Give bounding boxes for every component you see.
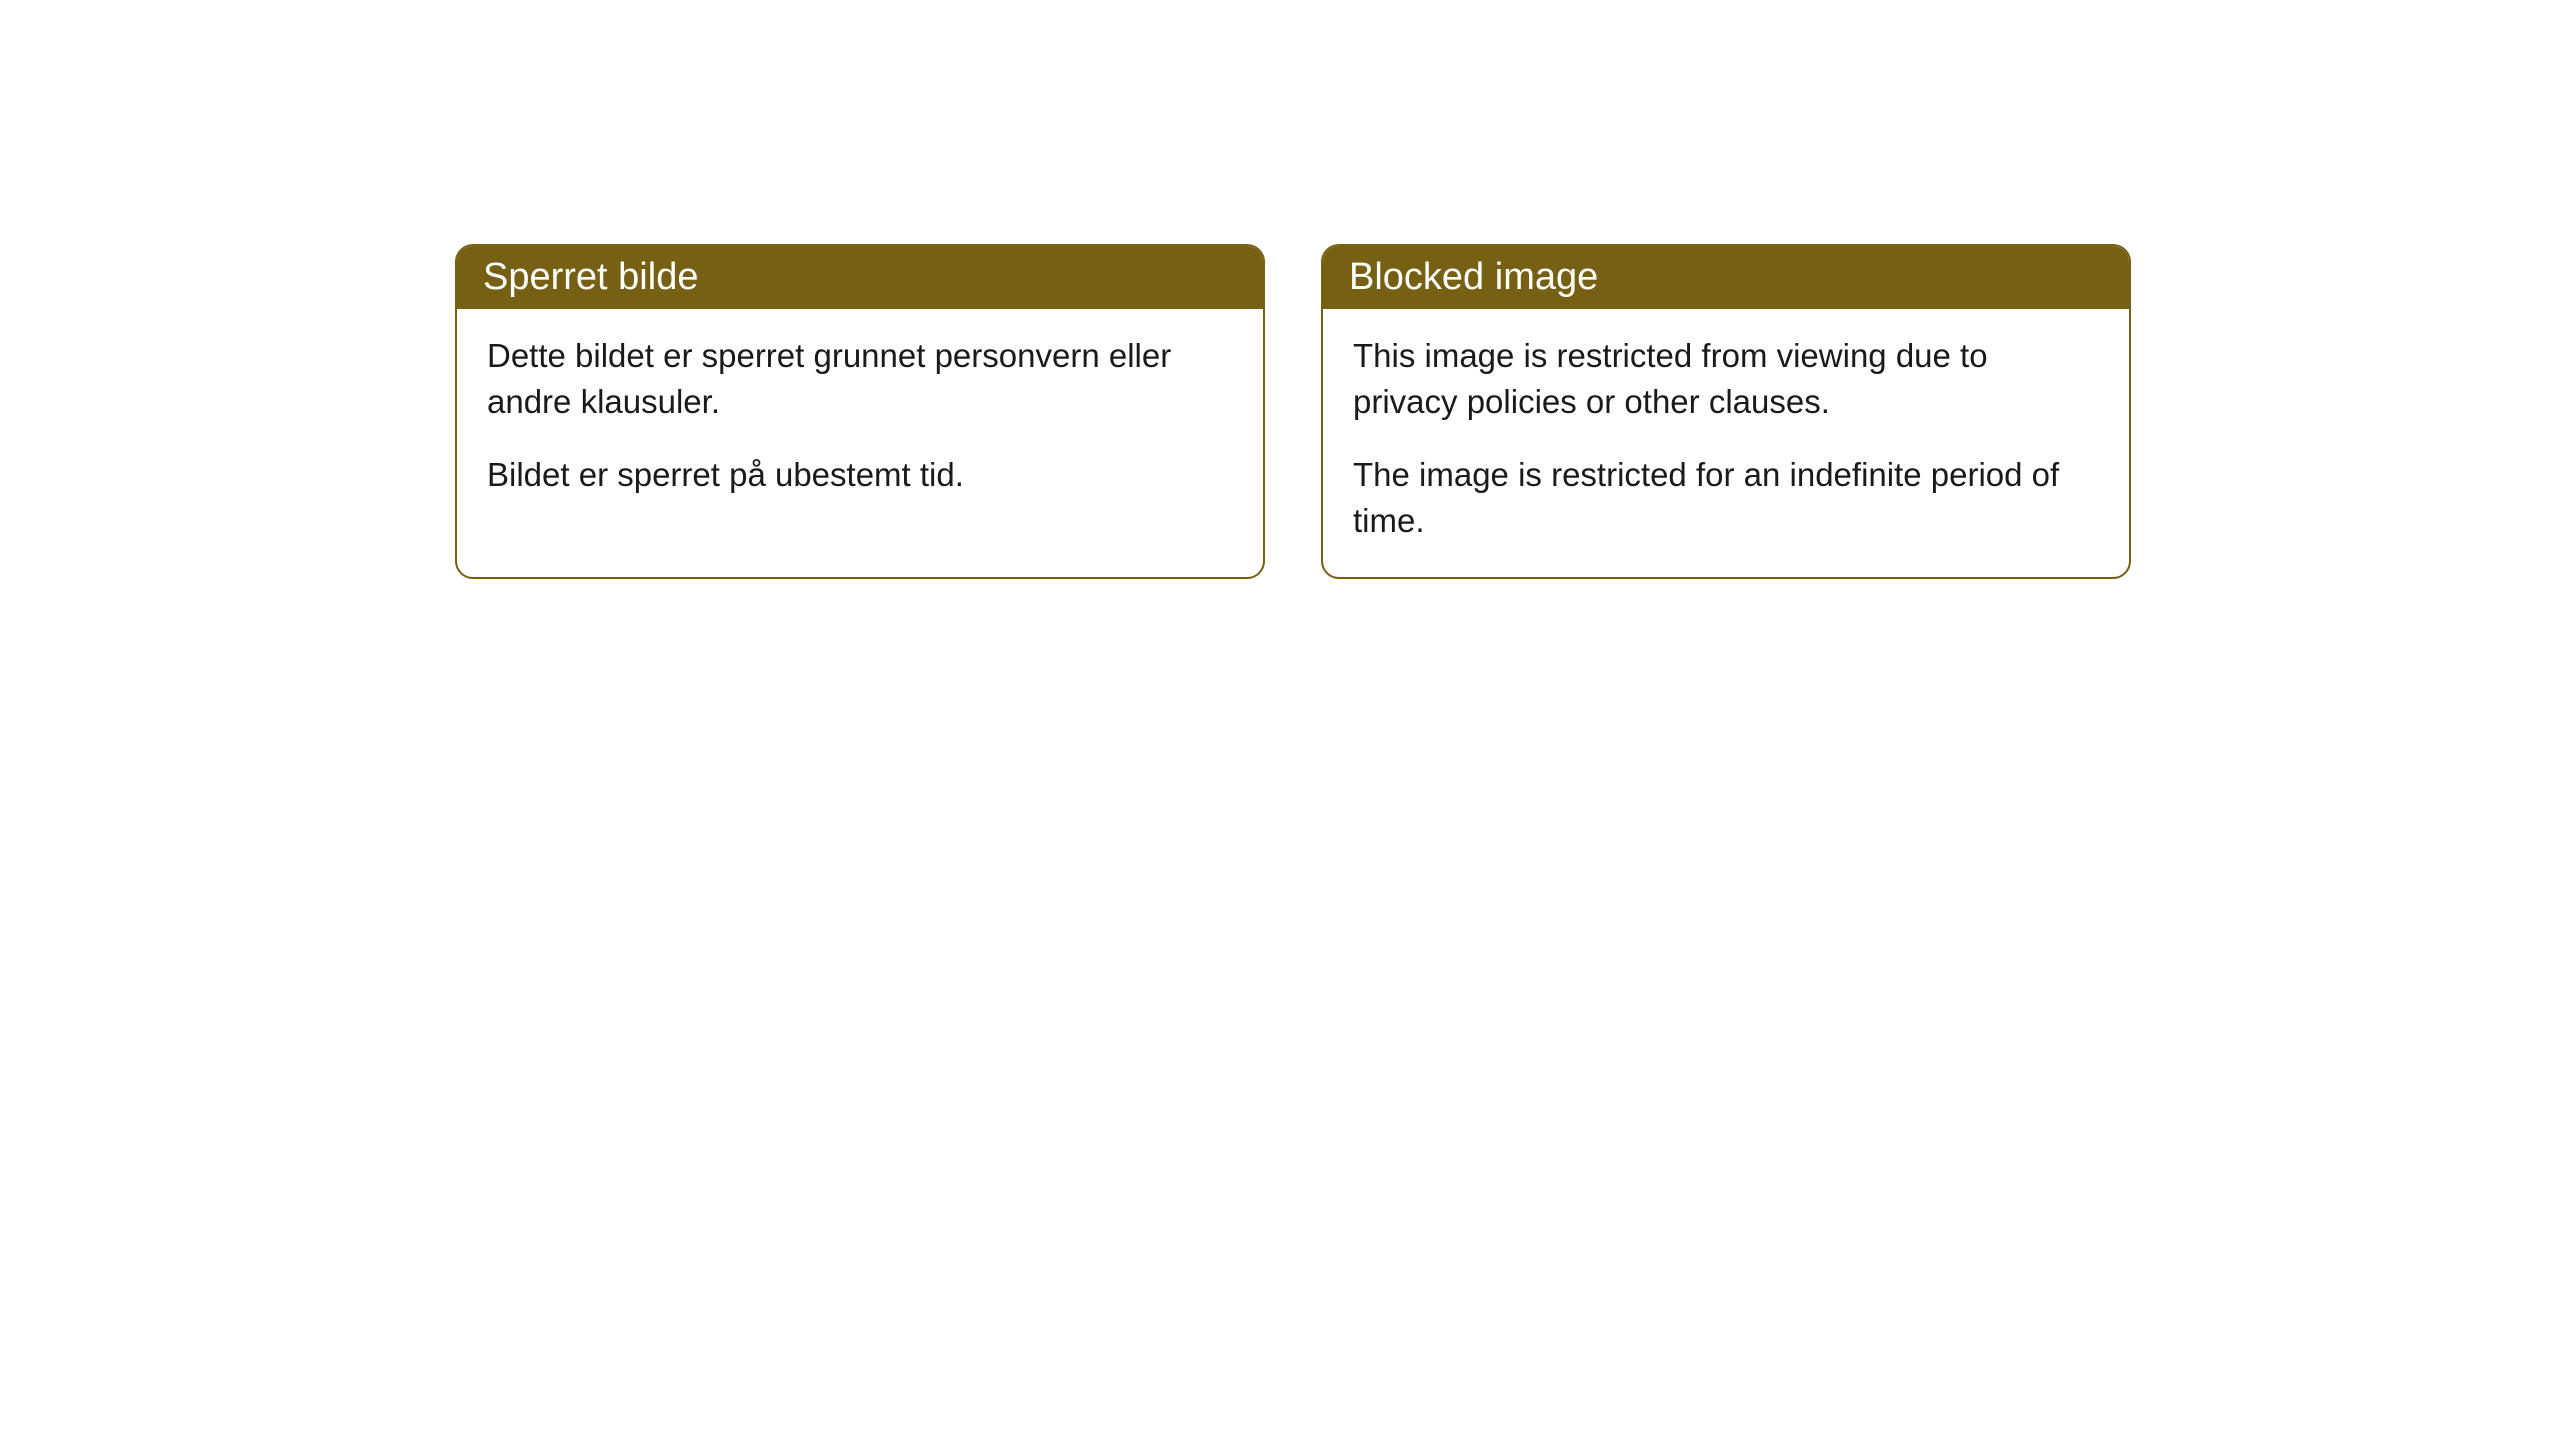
notice-container: Sperret bilde Dette bildet er sperret gr…	[0, 0, 2560, 579]
card-paragraph: The image is restricted for an indefinit…	[1353, 452, 2099, 543]
card-body-norwegian: Dette bildet er sperret grunnet personve…	[457, 309, 1263, 532]
card-header-norwegian: Sperret bilde	[457, 246, 1263, 309]
card-header-english: Blocked image	[1323, 246, 2129, 309]
blocked-image-card-norwegian: Sperret bilde Dette bildet er sperret gr…	[455, 244, 1265, 579]
card-body-english: This image is restricted from viewing du…	[1323, 309, 2129, 577]
card-paragraph: Bildet er sperret på ubestemt tid.	[487, 452, 1233, 498]
card-paragraph: This image is restricted from viewing du…	[1353, 333, 2099, 424]
blocked-image-card-english: Blocked image This image is restricted f…	[1321, 244, 2131, 579]
card-paragraph: Dette bildet er sperret grunnet personve…	[487, 333, 1233, 424]
